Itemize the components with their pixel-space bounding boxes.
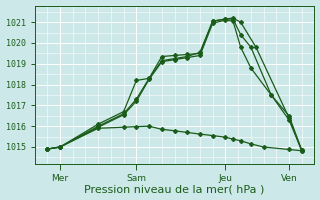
X-axis label: Pression niveau de la mer( hPa ): Pression niveau de la mer( hPa ) <box>84 184 265 194</box>
